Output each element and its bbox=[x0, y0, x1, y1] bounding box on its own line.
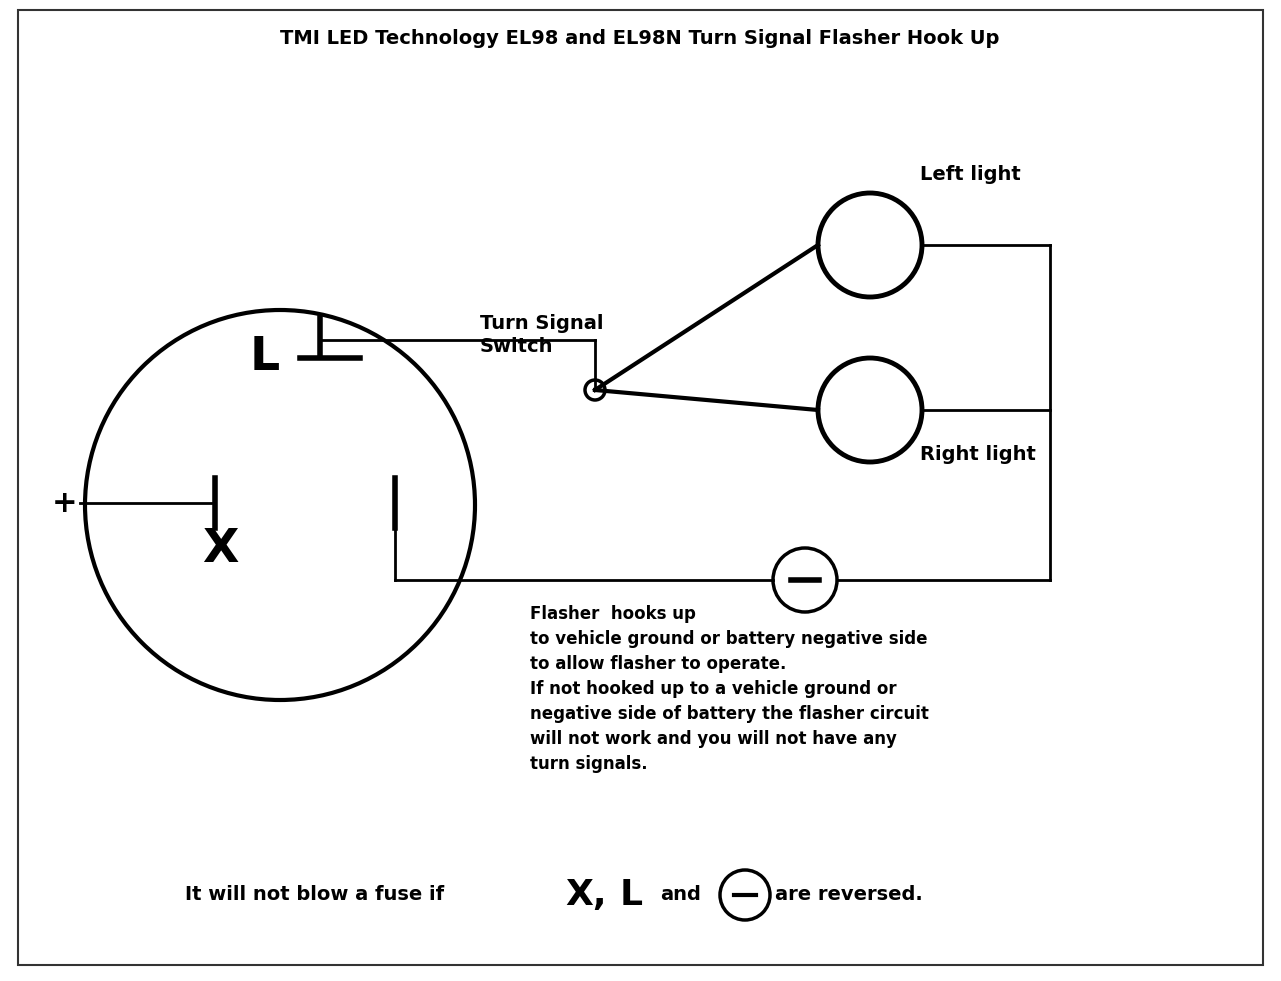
Text: +: + bbox=[53, 489, 78, 518]
Text: Flasher  hooks up
to vehicle ground or battery negative side
to allow flasher to: Flasher hooks up to vehicle ground or ba… bbox=[530, 605, 929, 773]
Text: X: X bbox=[202, 528, 238, 573]
Text: TMI LED Technology EL98 and EL98N Turn Signal Flasher Hook Up: TMI LED Technology EL98 and EL98N Turn S… bbox=[281, 28, 999, 47]
Text: Turn Signal
Switch: Turn Signal Switch bbox=[480, 314, 603, 356]
Text: X,: X, bbox=[565, 878, 606, 912]
Text: L: L bbox=[250, 336, 281, 381]
Text: and: and bbox=[660, 886, 701, 904]
Text: are reversed.: are reversed. bbox=[775, 886, 922, 904]
Text: It will not blow a fuse if: It will not blow a fuse if bbox=[184, 886, 445, 904]
Text: L: L bbox=[620, 878, 643, 912]
Circle shape bbox=[585, 380, 605, 400]
Text: Left light: Left light bbox=[920, 166, 1021, 184]
Text: Right light: Right light bbox=[920, 445, 1036, 464]
